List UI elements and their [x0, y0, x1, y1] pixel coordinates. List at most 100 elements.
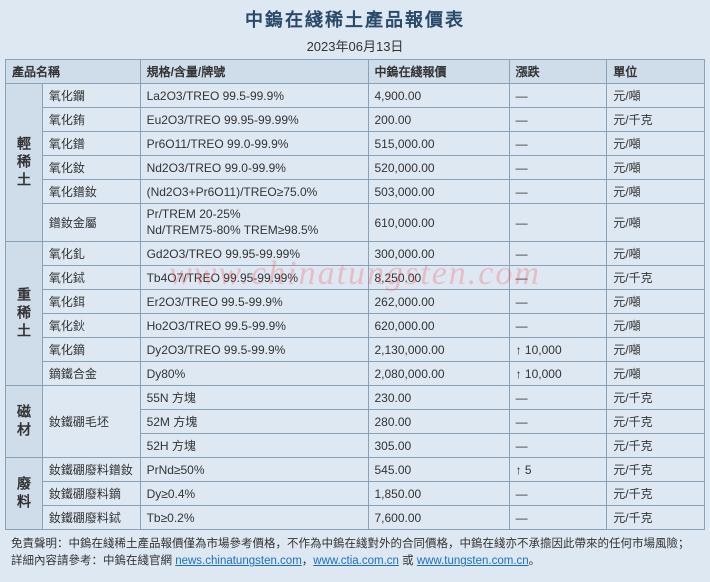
unit-cell: 元/噸 — [607, 314, 705, 338]
table-row: 釹鐵硼廢料鏑Dy≥0.4%1,850.00—元/千克 — [6, 482, 705, 506]
report-date: 2023年06月13日 — [5, 36, 705, 55]
col-header: 規格/含量/牌號 — [140, 60, 368, 84]
price-cell: 8,250.00 — [368, 266, 509, 290]
table-row: 氧化鏑Dy2O3/TREO 99.5-99.9%2,130,000.00↑ 10… — [6, 338, 705, 362]
spec-cell: Tb4O7/TREO 99.95-99.99% — [140, 266, 368, 290]
change-cell: — — [509, 84, 607, 108]
spec-cell: 55N 方塊 — [140, 386, 368, 410]
page-title: 中鎢在綫稀土產品報價表 — [5, 6, 705, 32]
table-row: 氧化銪Eu2O3/TREO 99.95-99.99%200.00—元/千克 — [6, 108, 705, 132]
unit-cell: 元/千克 — [607, 266, 705, 290]
spec-cell: 52H 方塊 — [140, 434, 368, 458]
unit-cell: 元/千克 — [607, 434, 705, 458]
product-cell: 釹鐵硼毛坯 — [42, 386, 140, 458]
price-cell: 545.00 — [368, 458, 509, 482]
spec-cell: Nd2O3/TREO 99.0-99.9% — [140, 156, 368, 180]
change-cell: — — [509, 180, 607, 204]
product-cell: 氧化釹 — [42, 156, 140, 180]
table-row: 輕稀土氧化鑭La2O3/TREO 99.5-99.9%4,900.00—元/噸 — [6, 84, 705, 108]
table-row: 廢料釹鐵硼廢料鐠釹PrNd≥50%545.00↑ 5元/千克 — [6, 458, 705, 482]
col-header: 中鎢在綫報價 — [368, 60, 509, 84]
table-row: 重稀土氧化釓Gd2O3/TREO 99.95-99.99%300,000.00—… — [6, 242, 705, 266]
price-cell: 200.00 — [368, 108, 509, 132]
spec-cell: Eu2O3/TREO 99.95-99.99% — [140, 108, 368, 132]
table-row: 氧化鉺Er2O3/TREO 99.5-99.9%262,000.00—元/噸 — [6, 290, 705, 314]
change-cell: — — [509, 314, 607, 338]
price-cell: 610,000.00 — [368, 204, 509, 242]
price-cell: 2,080,000.00 — [368, 362, 509, 386]
col-product: 產品名稱 — [6, 60, 141, 84]
footer-link[interactable]: www.ctia.com.cn — [313, 555, 399, 567]
spec-cell: Pr/TREM 20-25% Nd/TREM75-80% TREM≥98.5% — [140, 204, 368, 242]
product-cell: 氧化鐠 — [42, 132, 140, 156]
price-cell: 230.00 — [368, 386, 509, 410]
table-row: 氧化鐠Pr6O11/TREO 99.0-99.9%515,000.00—元/噸 — [6, 132, 705, 156]
change-cell: — — [509, 410, 607, 434]
change-cell: — — [509, 132, 607, 156]
change-cell: — — [509, 434, 607, 458]
disclaimer: 免責聲明：中鎢在綫稀土產品報價僅為市場參考價格，不作為中鎢在綫對外的合同價格，中… — [5, 530, 705, 571]
price-cell: 503,000.00 — [368, 180, 509, 204]
price-cell: 620,000.00 — [368, 314, 509, 338]
product-cell: 氧化鋱 — [42, 266, 140, 290]
change-cell: — — [509, 204, 607, 242]
spec-cell: PrNd≥50% — [140, 458, 368, 482]
unit-cell: 元/千克 — [607, 410, 705, 434]
product-cell: 釹鐵硼廢料鐠釹 — [42, 458, 140, 482]
unit-cell: 元/噸 — [607, 290, 705, 314]
product-cell: 氧化鑭 — [42, 84, 140, 108]
table-row: 氧化鐠釹(Nd2O3+Pr6O11)/TREO≥75.0%503,000.00—… — [6, 180, 705, 204]
group-cell: 重稀土 — [6, 242, 43, 386]
spec-cell: Dy2O3/TREO 99.5-99.9% — [140, 338, 368, 362]
unit-cell: 元/千克 — [607, 386, 705, 410]
product-cell: 氧化鈥 — [42, 314, 140, 338]
change-cell: — — [509, 242, 607, 266]
product-cell: 氧化鏑 — [42, 338, 140, 362]
product-cell: 釹鐵硼廢料鋱 — [42, 506, 140, 530]
col-header: 單位 — [607, 60, 705, 84]
col-header: 漲跌 — [509, 60, 607, 84]
price-cell: 2,130,000.00 — [368, 338, 509, 362]
table-row: 鐠釹金屬Pr/TREM 20-25% Nd/TREM75-80% TREM≥98… — [6, 204, 705, 242]
price-cell: 4,900.00 — [368, 84, 509, 108]
unit-cell: 元/噸 — [607, 132, 705, 156]
unit-cell: 元/千克 — [607, 108, 705, 132]
unit-cell: 元/千克 — [607, 482, 705, 506]
spec-cell: Er2O3/TREO 99.5-99.9% — [140, 290, 368, 314]
group-cell: 磁材 — [6, 386, 43, 458]
change-cell: — — [509, 290, 607, 314]
table-row: 氧化鈥Ho2O3/TREO 99.5-99.9%620,000.00—元/噸 — [6, 314, 705, 338]
price-cell: 515,000.00 — [368, 132, 509, 156]
price-cell: 280.00 — [368, 410, 509, 434]
change-cell: ↑ 10,000 — [509, 362, 607, 386]
product-cell: 釹鐵硼廢料鏑 — [42, 482, 140, 506]
product-cell: 氧化鐠釹 — [42, 180, 140, 204]
unit-cell: 元/噸 — [607, 84, 705, 108]
spec-cell: La2O3/TREO 99.5-99.9% — [140, 84, 368, 108]
unit-cell: 元/千克 — [607, 506, 705, 530]
footer-link[interactable]: news.chinatungsten.com — [175, 555, 302, 567]
unit-cell: 元/噸 — [607, 204, 705, 242]
product-cell: 鐠釹金屬 — [42, 204, 140, 242]
spec-cell: 52M 方塊 — [140, 410, 368, 434]
unit-cell: 元/噸 — [607, 362, 705, 386]
spec-cell: Ho2O3/TREO 99.5-99.9% — [140, 314, 368, 338]
spec-cell: (Nd2O3+Pr6O11)/TREO≥75.0% — [140, 180, 368, 204]
spec-cell: Pr6O11/TREO 99.0-99.9% — [140, 132, 368, 156]
footer-link[interactable]: www.tungsten.com.cn — [417, 555, 529, 567]
unit-cell: 元/千克 — [607, 458, 705, 482]
change-cell: ↑ 5 — [509, 458, 607, 482]
table-row: 鏑鐵合金Dy80%2,080,000.00↑ 10,000元/噸 — [6, 362, 705, 386]
unit-cell: 元/噸 — [607, 338, 705, 362]
group-cell: 廢料 — [6, 458, 43, 530]
change-cell: — — [509, 386, 607, 410]
change-cell: — — [509, 156, 607, 180]
change-cell: — — [509, 506, 607, 530]
product-cell: 氧化銪 — [42, 108, 140, 132]
unit-cell: 元/噸 — [607, 156, 705, 180]
spec-cell: Gd2O3/TREO 99.95-99.99% — [140, 242, 368, 266]
price-cell: 520,000.00 — [368, 156, 509, 180]
table-row: 氧化釹Nd2O3/TREO 99.0-99.9%520,000.00—元/噸 — [6, 156, 705, 180]
change-cell: — — [509, 266, 607, 290]
price-table: 產品名稱規格/含量/牌號中鎢在綫報價漲跌單位 輕稀土氧化鑭La2O3/TREO … — [5, 59, 705, 530]
